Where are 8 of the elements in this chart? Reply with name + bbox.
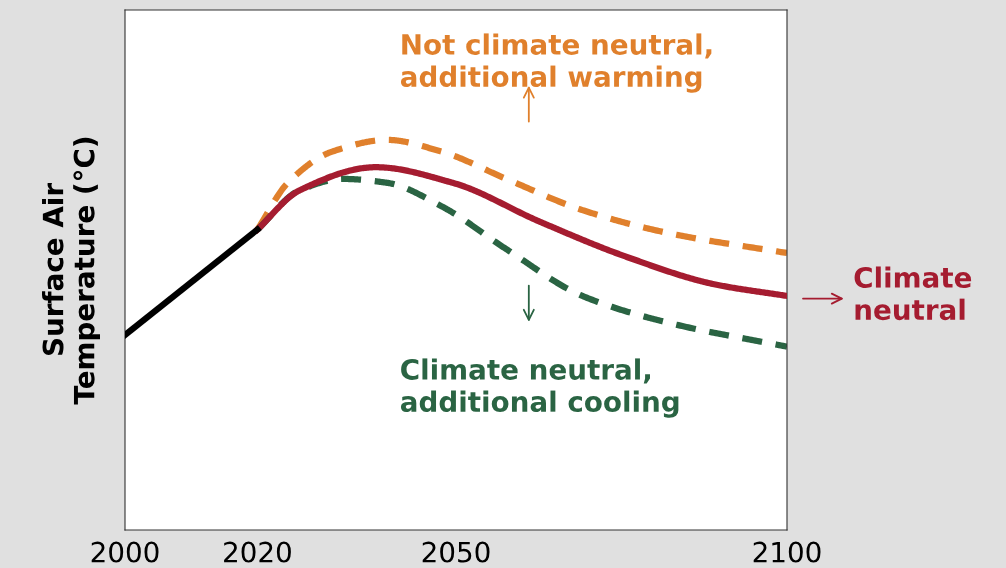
series-label: Climate neutral, additional cooling (400, 358, 679, 418)
y-axis-title: Surface Air Temperature (°C) (42, 137, 100, 405)
x-tick-label: 2020 (224, 541, 291, 563)
series-label: Not climate neutral, additional warming (400, 33, 712, 93)
x-tick-label: 2100 (753, 541, 821, 563)
x-tick-label: 2000 (91, 541, 159, 563)
legend-label: Climate neutral (854, 266, 972, 321)
x-tick-label: 2050 (422, 541, 490, 563)
